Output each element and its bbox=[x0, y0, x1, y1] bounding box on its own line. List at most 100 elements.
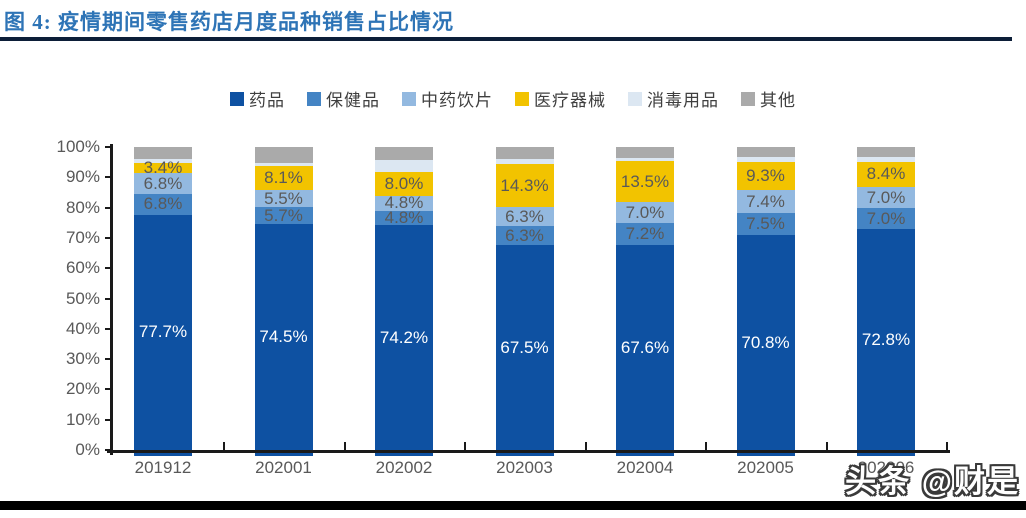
legend-swatch-icon bbox=[230, 91, 244, 106]
bar-segment bbox=[736, 157, 795, 163]
segment-value-label: 8.1% bbox=[264, 168, 303, 188]
bar-foot bbox=[736, 450, 795, 456]
segment-value-label: 74.2% bbox=[379, 327, 429, 347]
bottom-black-strip bbox=[0, 501, 1026, 510]
segment-value-label: 8.0% bbox=[384, 173, 424, 193]
bar-segment bbox=[857, 208, 915, 230]
y-axis-tick bbox=[105, 418, 110, 421]
bar-segment bbox=[736, 235, 795, 450]
bar-segment bbox=[134, 214, 192, 450]
legend-swatch-icon bbox=[515, 91, 529, 106]
segment-value-label: 7.5% bbox=[746, 214, 785, 234]
x-axis-tick-label: 202001 bbox=[255, 458, 312, 477]
bar-segment bbox=[254, 165, 313, 191]
bar-segment bbox=[616, 157, 674, 162]
y-axis-tick-label: 70% bbox=[65, 227, 100, 247]
segment-value-label: 7.0% bbox=[866, 187, 906, 207]
legend-item: 药品 bbox=[230, 86, 285, 111]
y-axis-tick bbox=[105, 176, 110, 179]
bar-segment bbox=[254, 224, 313, 450]
bar-segment bbox=[616, 147, 674, 158]
legend-item: 其他 bbox=[741, 86, 796, 111]
bar-foot bbox=[616, 450, 674, 456]
bar-segment bbox=[736, 147, 795, 158]
y-axis-tick-label: 40% bbox=[65, 318, 100, 338]
bar-segment bbox=[495, 226, 554, 246]
bar-segment bbox=[616, 161, 674, 203]
chart-legend: 药品 保健品 中药饮片 医疗器械 消毒用品 其他 bbox=[0, 86, 1026, 111]
segment-value-label: 5.5% bbox=[264, 188, 303, 208]
watermark-text: 头条 @财是 bbox=[845, 464, 1020, 499]
bar-segment bbox=[375, 160, 433, 172]
segment-value-label: 7.2% bbox=[625, 224, 665, 244]
bar-foot bbox=[254, 450, 313, 456]
legend-label: 中药饮片 bbox=[421, 91, 493, 110]
y-axis-tick-label: 50% bbox=[65, 288, 100, 308]
bar-segment bbox=[254, 147, 313, 163]
segment-value-label: 3.4% bbox=[143, 158, 183, 178]
bar-segment bbox=[736, 212, 795, 236]
segment-value-label: 6.3% bbox=[505, 206, 544, 226]
legend-item: 医疗器械 bbox=[515, 86, 606, 111]
bar-segment bbox=[616, 245, 674, 450]
y-axis-tick bbox=[105, 297, 110, 300]
segment-value-label: 67.5% bbox=[500, 337, 549, 357]
x-axis-tick bbox=[464, 442, 467, 450]
x-axis-line bbox=[107, 450, 950, 453]
legend-swatch-icon bbox=[741, 91, 755, 106]
y-axis-line bbox=[110, 144, 113, 455]
y-axis-tick bbox=[105, 358, 110, 361]
legend-swatch-icon bbox=[628, 91, 642, 106]
bar-segment bbox=[134, 193, 192, 215]
bar-segment bbox=[375, 210, 433, 226]
x-axis-tick-label: 202004 bbox=[616, 458, 674, 477]
segment-value-label: 14.3% bbox=[500, 175, 549, 195]
segment-value-label: 6.8% bbox=[143, 173, 183, 193]
legend-swatch-icon bbox=[402, 91, 416, 106]
legend-label: 其他 bbox=[760, 91, 796, 110]
segment-value-label: 9.3% bbox=[746, 166, 785, 186]
x-axis-tick bbox=[584, 442, 587, 450]
bar-segment bbox=[495, 207, 554, 227]
legend-label: 消毒用品 bbox=[647, 91, 719, 110]
segment-value-label: 4.8% bbox=[384, 207, 424, 227]
legend-label: 医疗器械 bbox=[534, 91, 606, 110]
bar-segment bbox=[736, 190, 795, 213]
y-axis-tick-label: 100% bbox=[56, 137, 100, 156]
bar-segment bbox=[254, 162, 313, 166]
x-axis-tick bbox=[705, 442, 708, 450]
y-axis-tick bbox=[105, 236, 110, 239]
bar-segment bbox=[134, 159, 192, 164]
legend-item: 保健品 bbox=[307, 86, 380, 111]
title-underline bbox=[0, 37, 1012, 41]
x-axis-tick-label: 202003 bbox=[496, 458, 553, 477]
bar-segment bbox=[495, 163, 554, 208]
segment-value-label: 67.6% bbox=[620, 337, 670, 357]
figure-title: 图 4: 疫情期间零售药店月度品种销售占比情况 bbox=[4, 10, 454, 34]
bar-segment bbox=[134, 147, 192, 160]
bar-segment bbox=[616, 223, 674, 246]
segment-value-label: 5.7% bbox=[264, 205, 303, 225]
bar-segment bbox=[254, 206, 313, 225]
segment-value-label: 72.8% bbox=[861, 329, 911, 349]
y-axis-tick bbox=[105, 267, 110, 270]
bar-segment bbox=[857, 147, 915, 157]
x-axis-tick-label: 202005 bbox=[737, 458, 794, 477]
bar-segment bbox=[375, 171, 433, 197]
legend-item: 中药饮片 bbox=[402, 86, 493, 111]
segment-value-label: 74.5% bbox=[259, 327, 308, 347]
y-axis-tick-label: 30% bbox=[65, 349, 100, 369]
x-axis-tick bbox=[946, 442, 949, 450]
legend-item: 消毒用品 bbox=[628, 86, 719, 111]
y-axis-tick-label: 0% bbox=[75, 440, 100, 459]
y-axis-tick bbox=[105, 388, 110, 391]
y-axis-tick-label: 10% bbox=[65, 409, 100, 429]
bar-foot bbox=[495, 450, 554, 456]
bar-segment bbox=[375, 225, 433, 450]
bar-segment bbox=[495, 147, 554, 159]
bar-foot bbox=[375, 450, 433, 456]
bar-segment bbox=[375, 147, 433, 161]
x-axis-tick bbox=[825, 442, 828, 450]
